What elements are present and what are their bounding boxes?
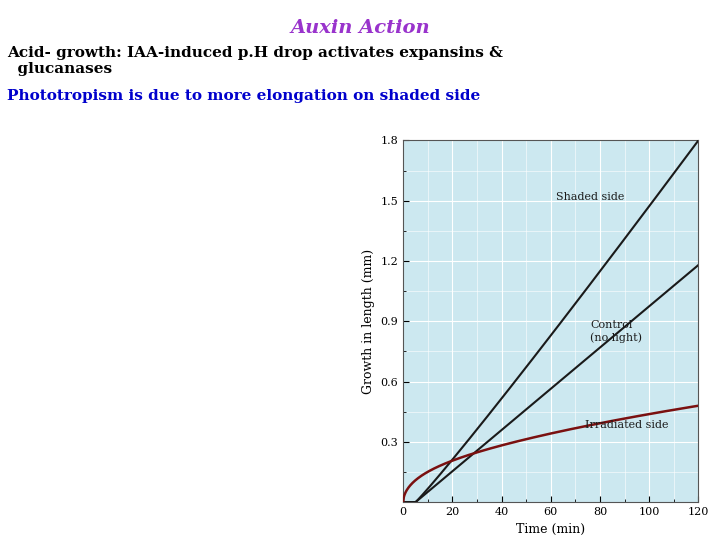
Text: Irradiated side: Irradiated side bbox=[585, 420, 669, 430]
X-axis label: Time (min): Time (min) bbox=[516, 523, 585, 536]
Text: Shaded side: Shaded side bbox=[556, 192, 624, 201]
Text: Acid- growth: IAA-induced p.H drop activates expansins &
  glucanases: Acid- growth: IAA-induced p.H drop activ… bbox=[7, 46, 503, 76]
Text: Phototropism is due to more elongation on shaded side: Phototropism is due to more elongation o… bbox=[7, 89, 480, 103]
Text: Control
(no light): Control (no light) bbox=[590, 320, 642, 343]
Text: Auxin Action: Auxin Action bbox=[290, 19, 430, 37]
Y-axis label: Growth in length (mm): Growth in length (mm) bbox=[362, 249, 375, 394]
